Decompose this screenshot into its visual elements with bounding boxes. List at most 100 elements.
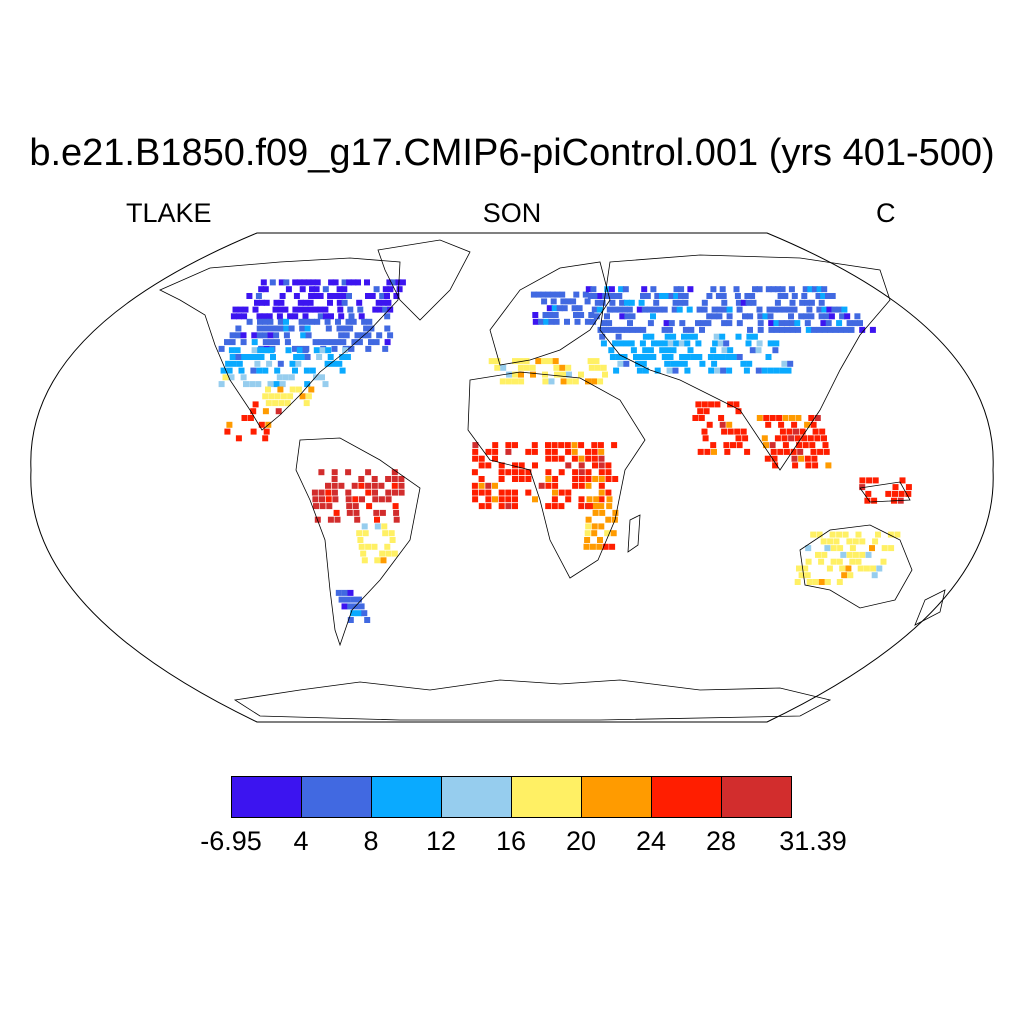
- lake-cell: [276, 313, 283, 320]
- lake-cell: [843, 326, 850, 333]
- lake-cell: [236, 360, 243, 367]
- lake-cell: [341, 286, 348, 293]
- lake-cell: [859, 538, 866, 545]
- lake-cell: [378, 496, 385, 503]
- lake-cell: [350, 318, 357, 325]
- lake-cell: [736, 306, 743, 313]
- lake-cell: [789, 299, 796, 306]
- lake-cell: [700, 320, 707, 327]
- lake-cell: [799, 299, 806, 306]
- lake-cell: [708, 367, 715, 374]
- lake-cell: [551, 496, 558, 503]
- lake-cell: [740, 299, 747, 306]
- lake-cell: [565, 364, 572, 371]
- lake-cell: [295, 360, 302, 367]
- lake-cell: [558, 489, 565, 496]
- lake-cell: [546, 305, 553, 312]
- lake-cell: [472, 496, 479, 503]
- lake-cell: [279, 293, 286, 299]
- lake-cell: [305, 279, 312, 286]
- lake-cell: [545, 503, 552, 510]
- lake-cell: [336, 286, 343, 293]
- lake-cell: [578, 469, 585, 476]
- lake-cell: [377, 306, 384, 313]
- lake-cell: [701, 401, 708, 408]
- lake-cell: [734, 428, 741, 435]
- lake-cell: [376, 332, 383, 339]
- lake-cell: [892, 490, 898, 497]
- lake-cell: [382, 286, 389, 293]
- lake-cell: [662, 340, 669, 347]
- lake-cell: [338, 482, 345, 489]
- lake-cell: [691, 333, 698, 340]
- lake-cell: [565, 448, 572, 455]
- lake-cell: [824, 545, 831, 552]
- lake-cell: [815, 293, 822, 299]
- lake-cell: [816, 326, 823, 333]
- lake-cell: [795, 326, 802, 333]
- lake-cell: [585, 516, 592, 523]
- lake-cell: [505, 448, 512, 455]
- lake-cell: [590, 286, 597, 293]
- lake-cell: [270, 354, 276, 360]
- lake-cell: [350, 610, 357, 617]
- lake-cell: [478, 476, 485, 482]
- lake-cell: [656, 340, 663, 347]
- lake-cell: [899, 477, 906, 484]
- lake-cell: [517, 358, 524, 365]
- lake-cell: [554, 291, 561, 298]
- lake-cell: [798, 313, 805, 320]
- lake-cell: [641, 306, 648, 313]
- lake-cell: [273, 381, 280, 388]
- lake-cell: [602, 371, 608, 378]
- lake-cell: [714, 367, 721, 374]
- lake-cell: [391, 482, 398, 489]
- lake-cell: [782, 442, 789, 449]
- lake-cell: [540, 291, 547, 298]
- lake-cell: [626, 306, 633, 313]
- lake-cell: [699, 326, 705, 333]
- lake-cell: [609, 543, 616, 550]
- lake-cell: [585, 476, 592, 482]
- lake-cell: [710, 347, 717, 354]
- lake-cell: [594, 364, 601, 371]
- lake-cell: [611, 306, 618, 313]
- lake-cell: [845, 565, 852, 572]
- lake-cell: [756, 306, 763, 313]
- lake-cell: [297, 306, 304, 313]
- lake-cell: [565, 489, 572, 496]
- lake-cell: [250, 408, 257, 415]
- lake-cell: [382, 530, 389, 537]
- lake-cell: [701, 428, 708, 435]
- lake-cell: [380, 557, 387, 564]
- lake-cell: [584, 530, 591, 537]
- lake-cell: [773, 367, 780, 374]
- lake-cell: [664, 333, 671, 340]
- lake-cell: [723, 340, 730, 347]
- lake-cell: [498, 496, 505, 503]
- lake-cell: [250, 367, 257, 374]
- lake-cell: [384, 339, 391, 346]
- lake-cell: [859, 551, 866, 558]
- lake-cell: [597, 537, 603, 543]
- lake-cell: [585, 455, 592, 462]
- lake-cell: [339, 354, 346, 360]
- lake-cell: [505, 469, 512, 476]
- lake-cell: [378, 482, 385, 489]
- lake-cell: [584, 537, 591, 543]
- lake-cell: [316, 354, 323, 360]
- lake-cell: [777, 293, 784, 299]
- lake-cell: [771, 455, 778, 462]
- lake-cell: [358, 476, 365, 482]
- lake-cell: [781, 360, 788, 367]
- lake-cell: [531, 442, 538, 449]
- lake-cell: [639, 340, 646, 347]
- lake-cell: [711, 306, 718, 313]
- lake-cell: [342, 347, 349, 354]
- lake-cell: [518, 469, 525, 476]
- lake-cell: [389, 537, 396, 543]
- lake-cell: [681, 360, 688, 367]
- lake-cell: [278, 325, 284, 332]
- lake-cell: [395, 279, 402, 286]
- lake-cell: [592, 509, 599, 516]
